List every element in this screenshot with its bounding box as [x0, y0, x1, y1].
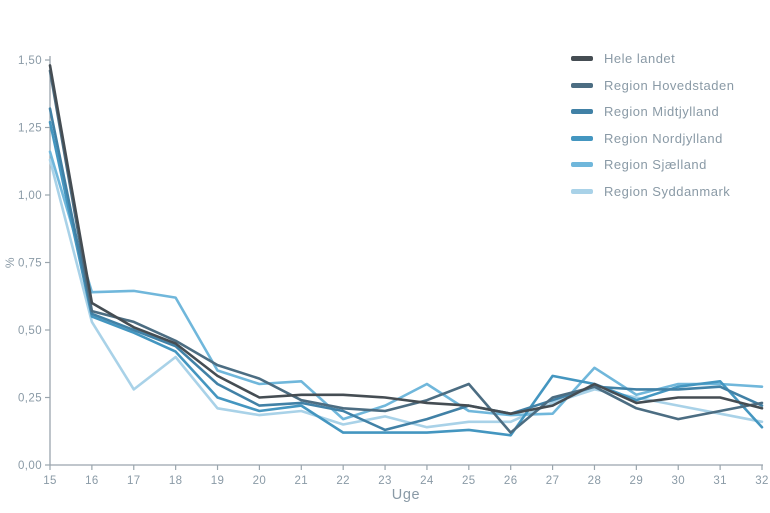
y-tick-label: 1,25 [18, 123, 42, 135]
y-axis-title: % [3, 257, 17, 268]
legend-label: Region Midtjylland [604, 104, 720, 119]
x-tick-label: 25 [462, 475, 476, 487]
x-tick-label: 26 [504, 475, 518, 487]
y-tick-label: 0,25 [18, 393, 42, 405]
legend-swatch-midtjylland [571, 109, 593, 114]
legend-item-hovedstaden: Region Hovedstaden [571, 77, 734, 94]
series-line-hele-landet [48, 64, 764, 416]
legend-swatch-nordjylland [571, 135, 593, 141]
x-tick-label: 21 [294, 475, 308, 487]
x-tick-label: 22 [336, 475, 350, 487]
y-tick-label: 0,50 [18, 325, 42, 337]
x-tick-label: 18 [169, 475, 183, 487]
legend-item-midtjylland: Region Midtjylland [571, 103, 734, 120]
y-tick-label: 0,75 [18, 258, 42, 270]
x-tick-label: 30 [671, 475, 685, 487]
legend-swatch-syddanmark [571, 188, 593, 194]
x-tick-label: 32 [755, 475, 769, 487]
y-tick-label: 1,50 [18, 55, 42, 67]
legend-swatch-hele-landet [571, 56, 593, 61]
x-tick-label: 20 [253, 475, 267, 487]
legend-swatch-hovedstaden [571, 82, 593, 88]
legend-item-nordjylland: Region Nordjylland [571, 130, 734, 147]
legend-item-sjaelland: Region Sjælland [571, 156, 734, 173]
y-tick-label: 0,00 [18, 460, 42, 472]
x-tick-label: 15 [43, 475, 57, 487]
legend-label: Region Nordjylland [604, 130, 723, 146]
legend-label: Hele landet [604, 51, 676, 66]
legend: Hele landet Region Hovedstaden Region Mi… [571, 50, 734, 200]
y-tick-label: 1,00 [18, 190, 42, 202]
series-line-region-midtjylland [48, 107, 764, 432]
x-tick-label: 17 [127, 475, 141, 487]
x-tick-label: 19 [211, 475, 225, 487]
legend-label: Region Sjælland [604, 157, 707, 172]
x-tick-label: 23 [378, 475, 392, 487]
legend-item-syddanmark: Region Syddanmark [571, 183, 734, 200]
series-line-region-hovedstaden [48, 69, 764, 434]
legend-label: Region Hovedstaden [604, 77, 735, 93]
series-line-region-sjaelland [48, 150, 764, 421]
series-line-region-nordjylland [48, 120, 764, 437]
legend-item-hele-landet: Hele landet [571, 50, 734, 67]
x-tick-label: 16 [85, 475, 99, 487]
legend-label: Region Syddanmark [604, 183, 731, 199]
x-axis-title: Uge [392, 487, 420, 503]
x-tick-label: 31 [713, 475, 727, 487]
x-tick-label: 27 [546, 475, 560, 487]
x-tick-label: 29 [630, 475, 644, 487]
legend-swatch-sjaelland [571, 162, 593, 167]
x-tick-label: 28 [588, 475, 602, 487]
x-tick-label: 24 [420, 475, 434, 487]
